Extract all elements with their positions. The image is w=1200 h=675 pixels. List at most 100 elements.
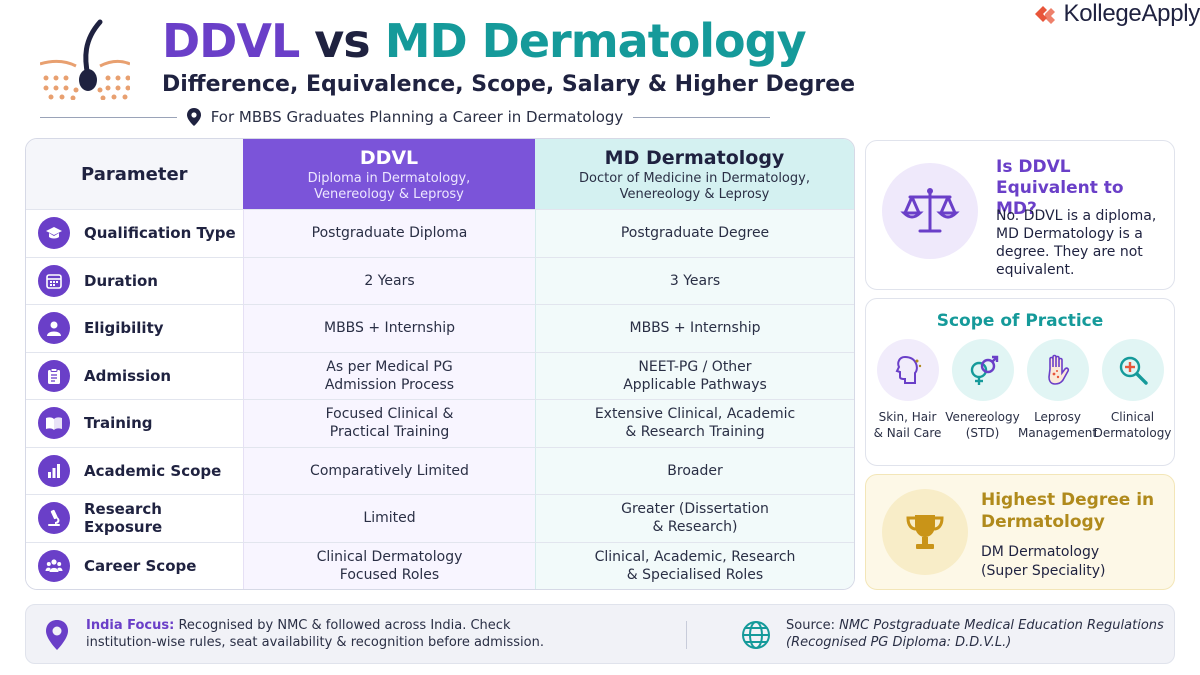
india-focus-note: India Focus: Recognised by NMC & followe… [86,617,566,651]
header-md: MD Dermatology Doctor of Medicine in Der… [535,139,854,209]
title-md: MD Dermatology [384,14,807,68]
row-param: Admission [26,352,243,399]
row-md-value: Greater (Dissertation & Research) [535,495,854,542]
title-vs: vs [314,14,370,68]
tagline-line-left [40,116,177,118]
scope-item: Skin, Hair & Nail Care [870,339,945,441]
table-row: Academic Scope Comparatively Limited Bro… [26,446,854,494]
row-ddvl-value: Comparatively Limited [243,447,535,494]
highest-degree-title: Highest Degree in Dermatology [981,490,1155,532]
header-parameter: Parameter [26,139,243,209]
row-md-value: Broader [535,447,854,494]
balance-scale-icon [882,163,978,259]
row-param-label: Eligibility [84,319,164,338]
equivalence-title: Is DDVL Equivalent to MD? [996,157,1124,219]
equivalence-body: No. DDVL is a diploma, MD Dermatology is… [996,208,1157,278]
gender-symbol-icon [951,339,1014,401]
india-focus-label: India Focus: [86,618,175,633]
header-ddvl: DDVL Diploma in Dermatology, Venereology… [243,139,535,209]
row-ddvl-text: Clinical Dermatology Focused Roles [316,548,463,583]
brand-name: KollegeApply [1063,0,1200,27]
graduation-cap-icon [38,217,70,250]
row-ddvl-text: Focused Clinical & Practical Training [325,406,454,441]
footer-divider [686,621,687,649]
page-title: DDVL vs MD Dermatology [162,14,822,68]
row-param: Training [26,400,243,447]
scope-card: Scope of Practice Skin, Hair & Nail Care… [865,298,1175,466]
row-md-text: Postgraduate Degree [620,225,770,242]
source-note: Source: NMC Postgraduate Medical Educati… [786,617,1166,651]
group-icon [38,549,70,582]
scope-title: Scope of Practice [936,311,1104,331]
brand-logo[interactable]: KollegeApply [1032,0,1200,28]
table-row: Qualification Type Postgraduate Diploma … [26,209,854,257]
row-md-text: MBBS + Internship [629,320,761,337]
row-ddvl-value: Focused Clinical & Practical Training [243,400,535,447]
table-row: Research Exposure Limited Greater (Disse… [26,494,854,542]
equivalence-card: Is DDVL Equivalent to MD? No. DDVL is a … [865,140,1175,290]
footer-bar: India Focus: Recognised by NMC & followe… [25,604,1175,664]
page-subtitle: Difference, Equivalence, Scope, Salary &… [162,72,856,97]
header-md-subtitle: Doctor of Medicine in Dermatology, Vener… [579,171,810,202]
header-ddvl-subtitle: Diploma in Dermatology, Venereology & Le… [307,171,471,202]
row-param: Academic Scope [26,447,243,494]
row-param-label: Academic Scope [84,461,222,480]
header-md-title: MD Dermatology [604,147,785,169]
highest-degree-card: Highest Degree in Dermatology DM Dermato… [865,474,1175,590]
row-md-value: NEET-PG / Other Applicable Pathways [535,352,854,399]
table-row: Career Scope Clinical Dermatology Focuse… [26,541,854,589]
row-param: Qualification Type [26,210,243,257]
header-ddvl-title: DDVL [359,147,419,169]
highest-degree-body: DM Dermatology (Super Speciality) [981,544,1106,579]
row-param-label: Training [84,414,153,433]
comparison-table: Parameter DDVL Diploma in Dermatology, V… [25,138,855,590]
row-md-value: Clinical, Academic, Research & Specialis… [535,542,854,589]
scope-item: Leprosy Management [1017,339,1098,441]
row-ddvl-text: MBBS + Internship [324,320,455,337]
bar-chart-icon [38,454,70,487]
globe-icon [742,621,770,649]
hand-icon [1026,339,1089,401]
hair-follicle-icon [40,19,130,100]
person-icon [38,312,70,345]
row-param-label: Qualification Type [84,224,236,243]
row-md-text: 3 Years [669,272,721,289]
tagline: For MBBS Graduates Planning a Career in … [210,108,624,126]
scope-item-label: Skin, Hair & Nail Care [873,410,942,440]
tagline-row: For MBBS Graduates Planning a Career in … [40,106,770,128]
magnifier-plus-icon [1101,339,1164,401]
row-md-value: Postgraduate Degree [535,210,854,257]
row-param-label: Research Exposure [84,500,163,537]
location-pin-icon [46,620,68,650]
row-ddvl-value: Postgraduate Diploma [243,210,535,257]
row-ddvl-text: Postgraduate Diploma [311,225,468,242]
table-row: Eligibility MBBS + Internship MBBS + Int… [26,304,854,352]
row-ddvl-value: 2 Years [243,257,535,304]
microscope-icon [38,502,70,535]
scope-item: Venereology (STD) [945,339,1020,441]
row-md-value: MBBS + Internship [535,305,854,352]
face-profile-icon [876,339,939,401]
tagline-line-right [633,116,770,118]
india-focus-text: Recognised by NMC & followed across Indi… [86,618,544,650]
row-param-label: Duration [84,271,158,290]
row-ddvl-value: Clinical Dermatology Focused Roles [243,542,535,589]
row-param: Career Scope [26,542,243,589]
scope-item-label: Clinical Dermatology [1093,410,1172,440]
row-md-value: 3 Years [535,257,854,304]
row-ddvl-text: Comparatively Limited [310,462,469,479]
row-ddvl-value: Limited [243,495,535,542]
scope-item-label: Leprosy Management [1017,410,1098,440]
row-ddvl-text: Limited [363,510,416,527]
book-icon [38,407,70,440]
row-param: Eligibility [26,305,243,352]
row-md-text: Extensive Clinical, Academic & Research … [594,406,796,441]
row-md-text: Broader [667,462,723,479]
row-param-label: Career Scope [84,556,197,575]
row-md-text: NEET-PG / Other Applicable Pathways [623,358,767,393]
clipboard-icon [38,359,70,392]
scope-items: Skin, Hair & Nail Care Venereology (STD)… [870,339,1172,441]
row-md-text: Greater (Dissertation & Research) [621,501,769,536]
row-param: Research Exposure [26,495,243,542]
source-text: NMC Postgraduate Medical Education Regul… [786,618,1164,650]
